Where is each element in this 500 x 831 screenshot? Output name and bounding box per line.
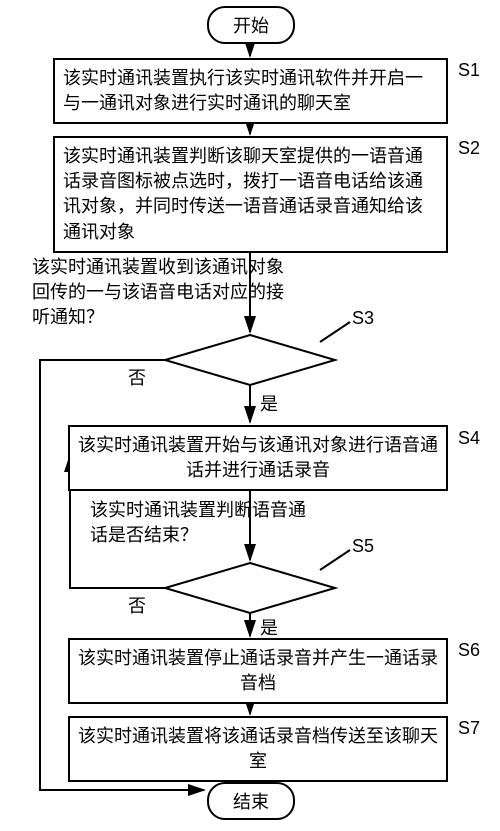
s5-question: 该实时通讯装置判断语音通话是否结束？ (90, 498, 310, 548)
s3-label: S3 (352, 308, 374, 329)
s6-label: S6 (458, 640, 480, 661)
s4-text: 该实时通讯装置开始与该通讯对象进行语音通话并进行通话录音 (78, 435, 438, 480)
s4-label: S4 (458, 428, 480, 449)
step-s4: 该实时通讯装置开始与该通讯对象进行语音通话并进行通话录音 (68, 425, 448, 491)
s3-question: 该实时通讯装置收到该通讯对象回传的一与该语音电话对应的接听通知？ (32, 255, 292, 331)
step-s2: 该实时通讯装置判断该聊天室提供的一语音通话录音图标被点选时，拨打一语音电话给该通… (53, 136, 448, 253)
s1-text: 该实时通讯装置执行该实时通讯软件并开启一与一通讯对象进行实时通讯的聊天室 (63, 68, 423, 113)
end-label: 结束 (233, 792, 269, 812)
s5-label: S5 (352, 536, 374, 557)
s5-yes: 是 (260, 614, 278, 640)
s7-label: S7 (458, 718, 480, 739)
s2-text: 该实时通讯装置判断该聊天室提供的一语音通话录音图标被点选时，拨打一语音电话给该通… (63, 146, 423, 242)
s3-yes: 是 (260, 390, 278, 416)
step-s6: 该实时通讯装置停止通话录音并产生一通话录音档 (68, 638, 448, 704)
terminal-end: 结束 (207, 782, 295, 820)
s6-text: 该实时通讯装置停止通话录音并产生一通话录音档 (78, 648, 438, 693)
step-s1: 该实时通讯装置执行该实时通讯软件并开启一与一通讯对象进行实时通讯的聊天室 (53, 58, 448, 124)
s1-label: S1 (458, 60, 480, 81)
flow-connectors (0, 0, 500, 831)
s5-no: 否 (128, 592, 146, 618)
terminal-start: 开始 (207, 6, 295, 44)
s2-label: S2 (458, 138, 480, 159)
step-s7: 该实时通讯装置将该通话录音档传送至该聊天室 (68, 716, 448, 782)
s3-no: 否 (128, 364, 146, 390)
s7-text: 该实时通讯装置将该通话录音档传送至该聊天室 (78, 726, 438, 771)
start-label: 开始 (233, 16, 269, 36)
